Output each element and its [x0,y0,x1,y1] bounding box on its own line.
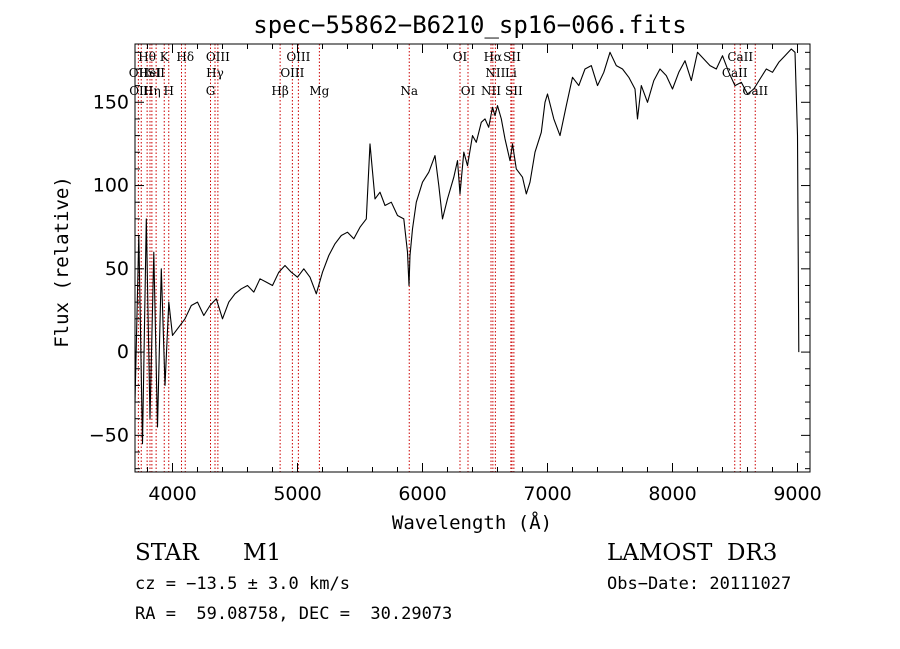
line-marker-label: Li [505,66,517,80]
line-marker-label: SII [147,66,165,80]
line-marker-label: OIII [280,66,304,80]
x-tick-label: 8000 [648,483,696,505]
line-marker-label: G [206,84,216,98]
line-marker-label: Hδ [176,50,194,64]
x-axis-label: Wavelength (Å) [392,511,552,534]
line-marker-label: K [160,50,170,64]
object-class: STAR [135,540,199,566]
obs-date-line: Obs−Date: 20111027 [607,574,791,594]
line-marker-label: Na [400,84,418,98]
line-marker-label: H [164,84,174,98]
line-marker-label: CaII [727,50,753,64]
line-marker-label: Hα [484,50,503,64]
y-tick-label: 0 [117,341,129,363]
line-marker-label: Hγ [206,66,224,80]
redshift-line: cz = −13.5 ± 3.0 km/s [135,574,350,594]
y-axis-label: Flux (relative) [51,176,73,348]
line-marker-label: OIII [206,50,230,64]
line-marker-label: SII [503,50,521,64]
y-axis: −50 0 50 100 150 [89,51,810,470]
y-tick-label: 50 [105,258,129,280]
y-tick-label: −50 [89,424,129,446]
line-marker-label: SII [505,84,523,98]
line-marker-label: Hθ [138,50,156,64]
line-marker-label: NII [481,84,501,98]
x-tick-label: 7000 [523,483,571,505]
chart-title: spec−55862−B6210_sp16−066.fits [253,11,686,39]
x-tick-label: 4000 [148,483,196,505]
line-marker-label: OIII [286,50,310,64]
line-marker-label: NII [485,66,505,80]
line-marker-label: OI [461,84,476,98]
y-tick-label: 150 [93,91,129,113]
line-marker-label: Hη [143,84,161,98]
survey-label: LAMOST DR3 [607,540,777,566]
series-layer [134,48,800,445]
x-axis: 4000 5000 6000 7000 8000 9000 [147,44,822,505]
line-marker-label: CaII [742,84,768,98]
line-marker-label: Hβ [271,84,288,98]
x-tick-label: 9000 [773,483,821,505]
y-tick-label: 100 [93,175,129,197]
plot-frame [134,43,811,473]
spectrum-line [134,48,800,445]
line-marker-label: HeI [139,66,162,80]
coordinates-line: RA = 59.08758, DEC = 30.29073 [135,604,452,624]
line-marker-label: OI [453,50,468,64]
x-tick-label: 5000 [273,483,321,505]
line-markers [137,44,756,472]
x-tick-label: 6000 [398,483,446,505]
line-marker-label: Mg [309,84,329,98]
line-marker-label: OII [129,66,149,80]
object-subclass: M1 [243,540,281,566]
line-marker-label: CaII [722,66,748,80]
